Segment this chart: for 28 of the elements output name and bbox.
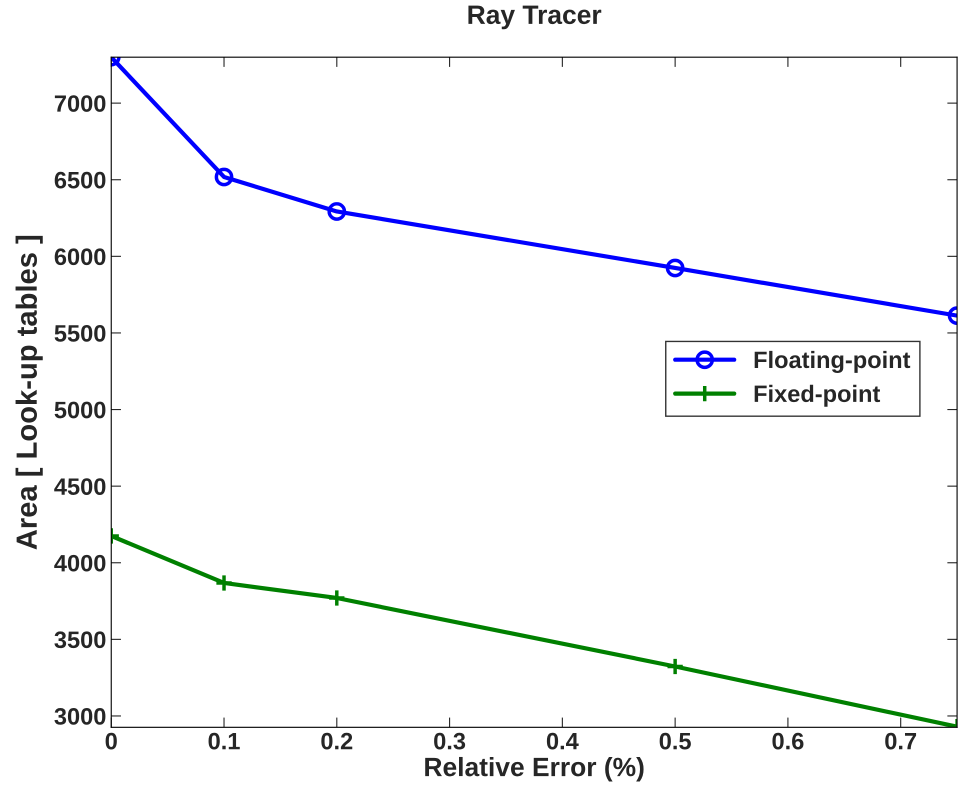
x-tick-label: 0 xyxy=(106,732,117,750)
x-tick-label: 0.6 xyxy=(772,732,804,750)
x-axis-title: Relative Error (%) xyxy=(425,756,644,782)
y-tick-label: 4000 xyxy=(54,554,106,572)
point xyxy=(327,202,346,221)
y-tick-label: 3500 xyxy=(54,631,106,648)
point xyxy=(327,588,346,608)
x-tick-label: 0.7 xyxy=(885,732,916,750)
y-axis-title: Area [ Look-up tables ] xyxy=(16,236,43,550)
y-tick-label: 5000 xyxy=(54,402,106,418)
x-tick-label: 0.4 xyxy=(546,732,579,750)
point xyxy=(214,168,234,186)
chart-title: Ray Tracer xyxy=(468,6,602,30)
x-tick-label: 0.1 xyxy=(208,732,240,750)
y-tick-label: 4500 xyxy=(54,478,106,495)
x-tick-label: 0.3 xyxy=(434,732,466,750)
point xyxy=(666,258,685,278)
y-tick-label: 7000 xyxy=(54,95,106,112)
legend-label: Fixed-point xyxy=(754,384,880,407)
x-tick-label: 0.2 xyxy=(321,732,352,750)
y-tick-label: 6500 xyxy=(54,172,106,189)
legend-label: Floating-point xyxy=(754,350,910,373)
y-tick-label: 5500 xyxy=(54,325,106,342)
x-tick-label: 0.5 xyxy=(660,732,691,750)
y-tick-label: 6000 xyxy=(54,248,106,266)
point xyxy=(214,574,234,592)
y-tick-label: 3000 xyxy=(54,708,106,725)
point xyxy=(666,657,685,676)
